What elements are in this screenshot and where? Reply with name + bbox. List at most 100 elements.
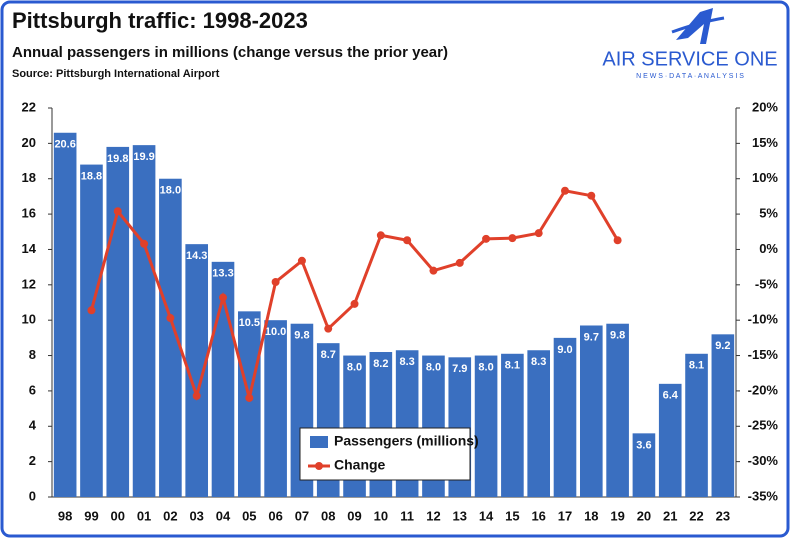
x-tick-label: 12 [426, 508, 440, 523]
logo-swoosh [671, 16, 725, 34]
value-label: 13.3 [212, 268, 233, 280]
line-point [403, 236, 412, 245]
line-point [297, 256, 306, 265]
y2-tick-label: -15% [748, 347, 779, 362]
value-label: 9.0 [557, 344, 572, 356]
y2-tick-label: 10% [752, 170, 778, 185]
value-label: 10.0 [265, 326, 286, 338]
bar [474, 355, 498, 497]
line-point [140, 239, 149, 248]
line-point [271, 277, 280, 286]
bar [685, 353, 708, 497]
x-tick-label: 16 [531, 508, 545, 523]
value-label: 18.8 [81, 170, 102, 182]
x-tick-label: 19 [610, 508, 624, 523]
value-label: 8.2 [373, 358, 388, 370]
line-point [245, 393, 254, 402]
line-point [192, 391, 201, 400]
legend-swatch [315, 462, 323, 470]
x-tick-label: 17 [558, 508, 572, 523]
value-label: 8.1 [505, 360, 520, 372]
bar [527, 350, 551, 497]
y2-tick-label: 5% [759, 206, 778, 221]
bar [711, 334, 735, 497]
y-tick-label: 6 [29, 382, 36, 397]
legend-label: Passengers (millions) [334, 433, 479, 449]
chart-subtitle: Annual passengers in millions (change ve… [12, 44, 448, 61]
x-tick-label: 13 [453, 508, 467, 523]
bar [606, 323, 629, 497]
y2-tick-label: 0% [759, 241, 778, 256]
y-tick-label: 22 [22, 99, 36, 114]
bar [106, 146, 130, 497]
value-label: 8.3 [531, 356, 546, 368]
x-tick-label: 98 [58, 508, 72, 523]
x-tick-label: 99 [84, 508, 98, 523]
value-label: 9.7 [584, 331, 599, 343]
x-tick-label: 08 [321, 508, 335, 523]
x-tick-label: 23 [716, 508, 730, 523]
y-tick-label: 4 [29, 418, 37, 433]
value-label: 10.5 [239, 317, 260, 329]
x-tick-label: 20 [637, 508, 651, 523]
y2-tick-label: -25% [748, 418, 779, 433]
y2-tick-label: 20% [752, 99, 778, 114]
value-label: 8.3 [400, 356, 415, 368]
value-label: 8.7 [321, 349, 336, 361]
line-point [613, 236, 622, 245]
x-tick-label: 05 [242, 508, 256, 523]
y-tick-label: 2 [29, 453, 36, 468]
line-point [482, 234, 491, 243]
y-tick-label: 18 [22, 170, 36, 185]
line-point [113, 207, 122, 216]
line-point [166, 314, 175, 323]
line-point [324, 324, 333, 333]
value-label: 19.9 [133, 151, 154, 163]
value-label: 9.8 [610, 330, 625, 342]
y2-tick-label: -20% [748, 382, 779, 397]
logo-name: AIR SERVICE ONE [602, 48, 777, 70]
x-tick-label: 06 [268, 508, 282, 523]
line-point [429, 266, 438, 275]
bar [579, 325, 603, 497]
bar [185, 244, 209, 497]
x-tick-label: 03 [189, 508, 203, 523]
line-point [87, 306, 96, 315]
bar [553, 337, 577, 497]
value-label: 19.8 [107, 153, 128, 165]
bar [658, 383, 682, 497]
x-tick-label: 15 [505, 508, 519, 523]
bar [632, 433, 656, 497]
x-tick-label: 04 [216, 508, 231, 523]
legend-label: Change [334, 457, 386, 473]
value-label: 18.0 [160, 185, 181, 197]
x-tick-label: 18 [584, 508, 598, 523]
line-point [587, 191, 596, 200]
legend-box [299, 427, 471, 481]
x-tick-label: 22 [689, 508, 703, 523]
y2-tick-label: -30% [748, 453, 779, 468]
y-tick-label: 0 [29, 488, 36, 503]
y-tick-label: 10 [22, 312, 36, 327]
line-point [534, 229, 543, 238]
line-point [350, 299, 359, 308]
x-tick-label: 11 [400, 508, 414, 523]
y-tick-label: 20 [22, 135, 36, 150]
bar [264, 320, 287, 497]
y-tick-label: 14 [22, 241, 37, 256]
line-point [219, 293, 227, 302]
x-tick-label: 01 [137, 508, 151, 523]
value-label: 6.4 [663, 390, 679, 402]
x-tick-label: 02 [163, 508, 177, 523]
y2-tick-label: 15% [752, 135, 778, 150]
x-tick-label: 09 [347, 508, 361, 523]
y-tick-label: 16 [22, 206, 36, 221]
x-tick-label: 14 [479, 508, 494, 523]
value-label: 8.0 [347, 361, 362, 373]
chart-title: Pittsburgh traffic: 1998-2023 [12, 8, 308, 33]
x-tick-label: 21 [663, 508, 677, 523]
value-label: 8.0 [426, 361, 441, 373]
value-label: 9.2 [715, 340, 730, 352]
chart-source: Source: Pittsburgh International Airport [12, 68, 220, 80]
